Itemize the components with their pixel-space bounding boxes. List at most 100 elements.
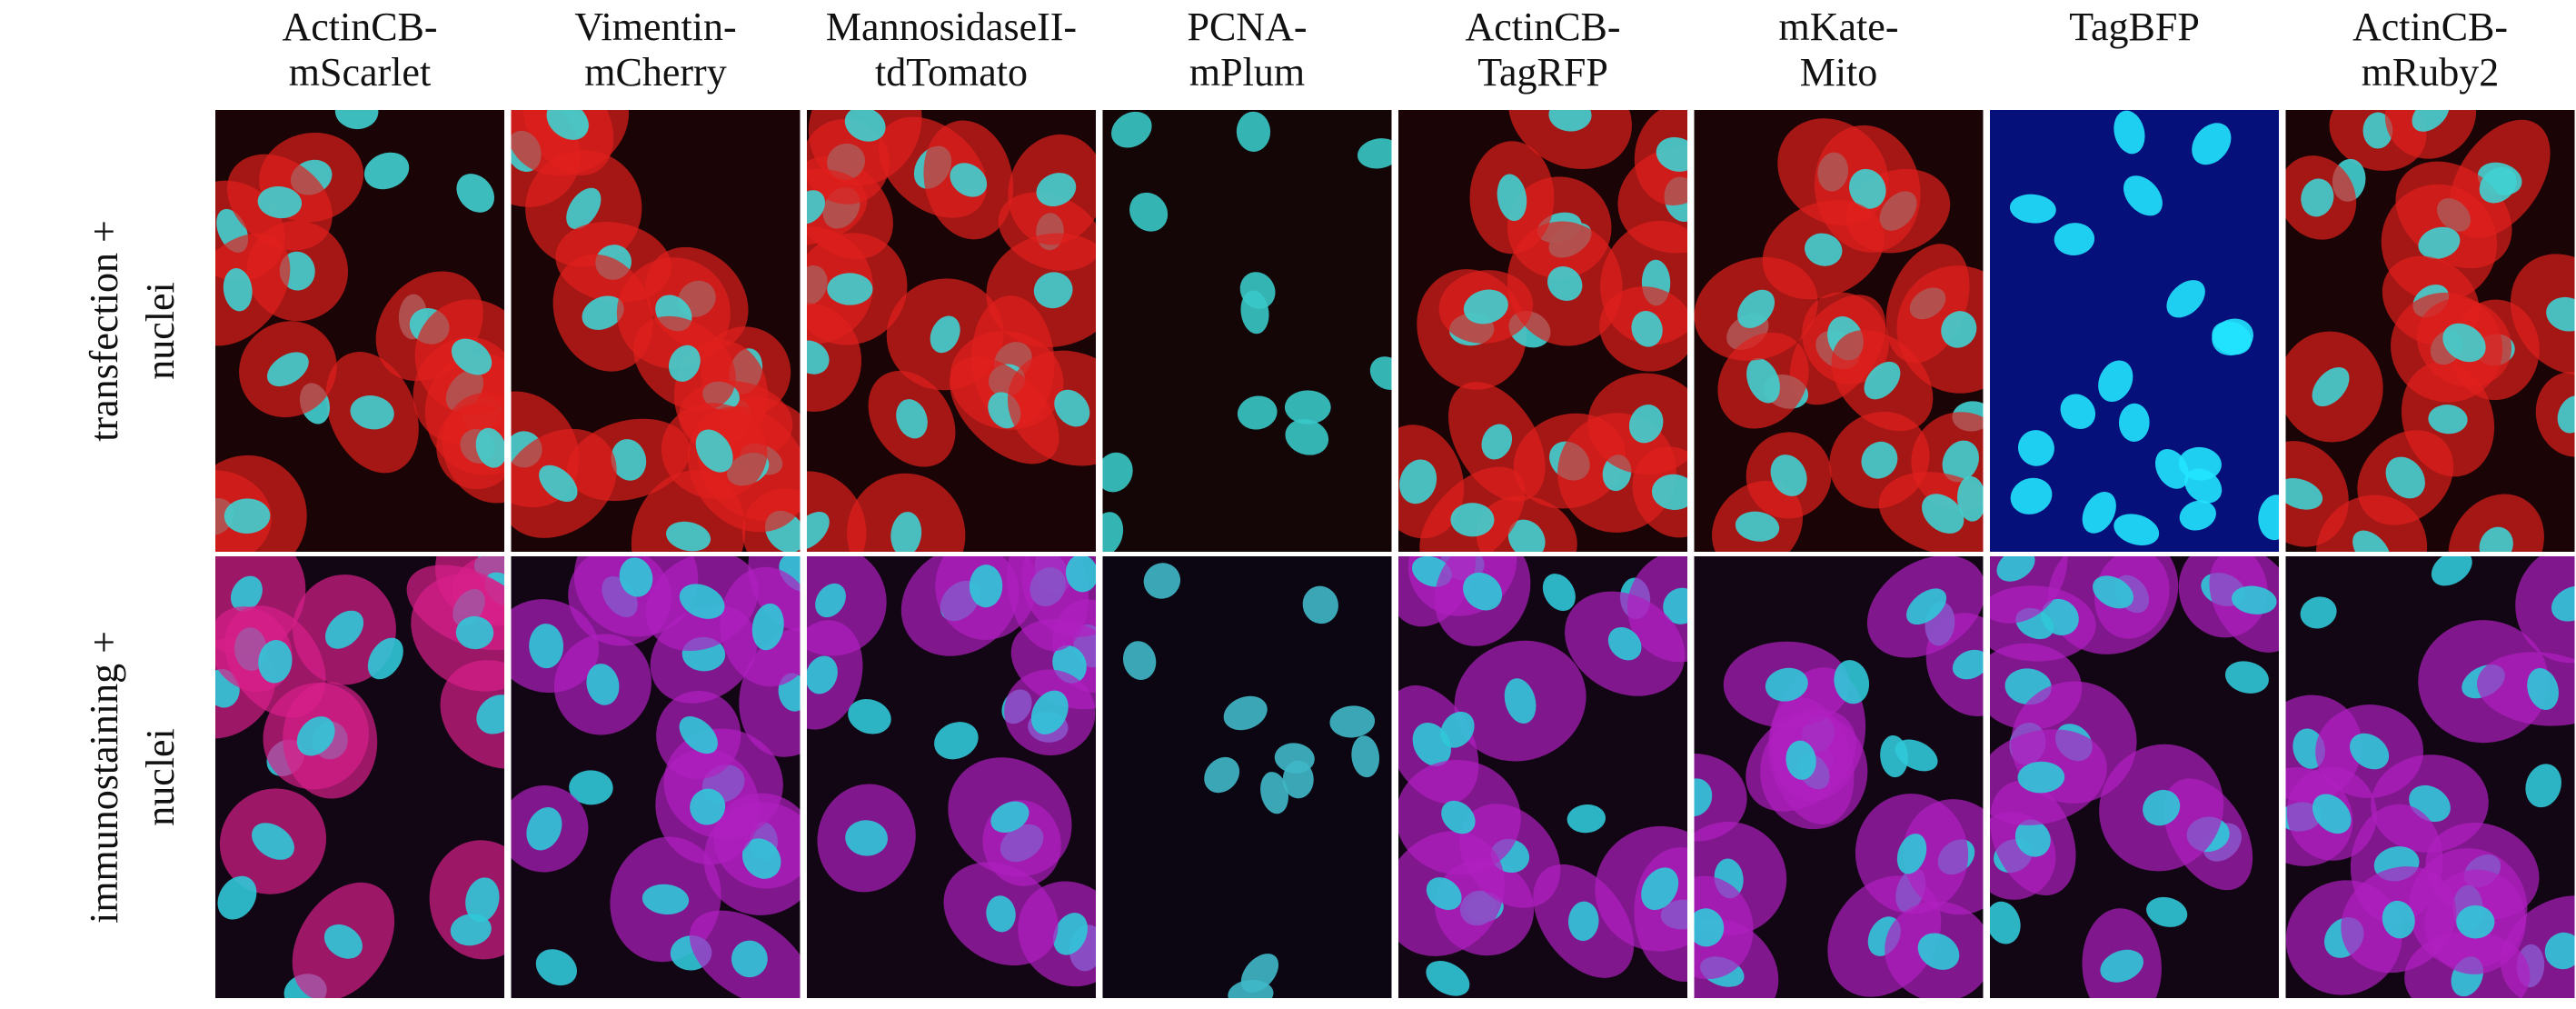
nucleus <box>930 315 960 354</box>
nucleus <box>451 338 492 375</box>
nucleus <box>539 465 578 502</box>
nucleus <box>1284 390 1331 425</box>
nucleus <box>2017 761 2065 794</box>
nucleus <box>1463 572 1503 611</box>
nucleus <box>890 512 922 552</box>
nucleus <box>2143 789 2181 826</box>
nucleus <box>2014 819 2051 857</box>
nucleus <box>266 352 309 387</box>
nucleus <box>350 395 394 430</box>
nucleus <box>569 770 613 805</box>
nucleus <box>2060 394 2096 429</box>
nucleus <box>2546 296 2575 332</box>
nucleus <box>1463 289 1508 325</box>
nucleus <box>582 295 624 330</box>
nucleus <box>223 268 253 312</box>
nucleus <box>2312 794 2352 834</box>
nucleus <box>1805 233 1843 266</box>
nucleus <box>257 185 303 219</box>
nucleus <box>1694 778 1713 817</box>
nucleus <box>2166 280 2205 318</box>
nucleus <box>1223 695 1268 731</box>
nucleus <box>619 557 653 597</box>
nucleus <box>1990 901 2021 944</box>
nucleus <box>1228 979 1274 998</box>
nucleus <box>1351 735 1380 778</box>
nucleus <box>815 583 846 618</box>
nucleus <box>2123 175 2163 216</box>
nucleus <box>323 924 363 959</box>
nucleus <box>2017 430 2054 466</box>
nucleus <box>2154 448 2189 489</box>
micrograph-background <box>1102 556 1392 998</box>
column-label: mScarlet <box>289 50 431 95</box>
micrograph <box>511 556 801 998</box>
row-label: transfection + <box>82 220 126 442</box>
nucleus <box>827 273 873 305</box>
nucleus <box>2114 514 2160 546</box>
nucleus <box>2010 477 2053 514</box>
nucleus <box>1942 440 1979 483</box>
nucleus <box>1497 174 1527 222</box>
nucleus <box>1737 289 1775 328</box>
nucleus <box>324 610 364 649</box>
column-label: Mito <box>1800 50 1878 95</box>
nucleus <box>1957 475 1984 522</box>
nucleus <box>1628 405 1664 444</box>
micrograph <box>1102 556 1392 998</box>
nucleus <box>1122 641 1157 680</box>
micrograph <box>215 110 504 552</box>
column-label: ActinCB- <box>2352 5 2508 49</box>
nucleus <box>1651 474 1687 511</box>
nucleus <box>1399 459 1437 504</box>
nucleus <box>1694 908 1725 947</box>
nucleus <box>2527 667 2559 710</box>
nucleus <box>526 807 562 851</box>
row-label: nuclei <box>138 728 183 826</box>
nucleus <box>566 187 602 230</box>
nucleus <box>2418 226 2461 259</box>
nucleus <box>2525 764 2561 808</box>
nucleus <box>1656 136 1687 172</box>
nucleus <box>1663 587 1687 624</box>
nucleus <box>690 788 726 825</box>
nucleus <box>2054 223 2095 255</box>
micrograph <box>807 556 1096 998</box>
nucleus <box>258 639 293 684</box>
nucleus <box>1102 512 1124 552</box>
nucleus <box>2184 468 2223 504</box>
nucleus <box>666 521 711 552</box>
micrograph <box>215 556 504 998</box>
nucleus <box>1547 266 1583 301</box>
nucleus <box>535 949 577 986</box>
nucleus <box>1426 961 1470 996</box>
nucleus <box>679 584 725 619</box>
nucleus <box>2098 360 2133 403</box>
nucleus <box>1765 667 1808 702</box>
column-label: TagRFP <box>1477 50 1608 95</box>
column-label: mPlum <box>1189 50 1305 95</box>
nucleus <box>2301 178 2334 217</box>
nucleus <box>1507 519 1546 552</box>
nucleus <box>2551 585 2575 622</box>
nucleus <box>1481 424 1513 460</box>
nucleus <box>586 664 620 705</box>
nucleus <box>1631 310 1663 347</box>
nucleus <box>986 895 1016 933</box>
nucleus <box>2456 904 2495 939</box>
nucleus <box>807 340 830 375</box>
nucleus <box>2041 598 2079 635</box>
nucleus <box>1440 711 1475 748</box>
nucleus <box>848 698 891 734</box>
nucleus <box>2431 556 2472 586</box>
micrograph <box>1990 110 2279 552</box>
nucleus <box>807 190 826 225</box>
nucleus <box>1054 389 1090 427</box>
nucleus <box>1785 740 1816 780</box>
nucleus <box>1369 356 1392 390</box>
nucleus <box>731 940 768 978</box>
nucleus <box>969 564 1003 608</box>
nucleus <box>252 823 294 860</box>
nucleus <box>1906 588 1947 625</box>
